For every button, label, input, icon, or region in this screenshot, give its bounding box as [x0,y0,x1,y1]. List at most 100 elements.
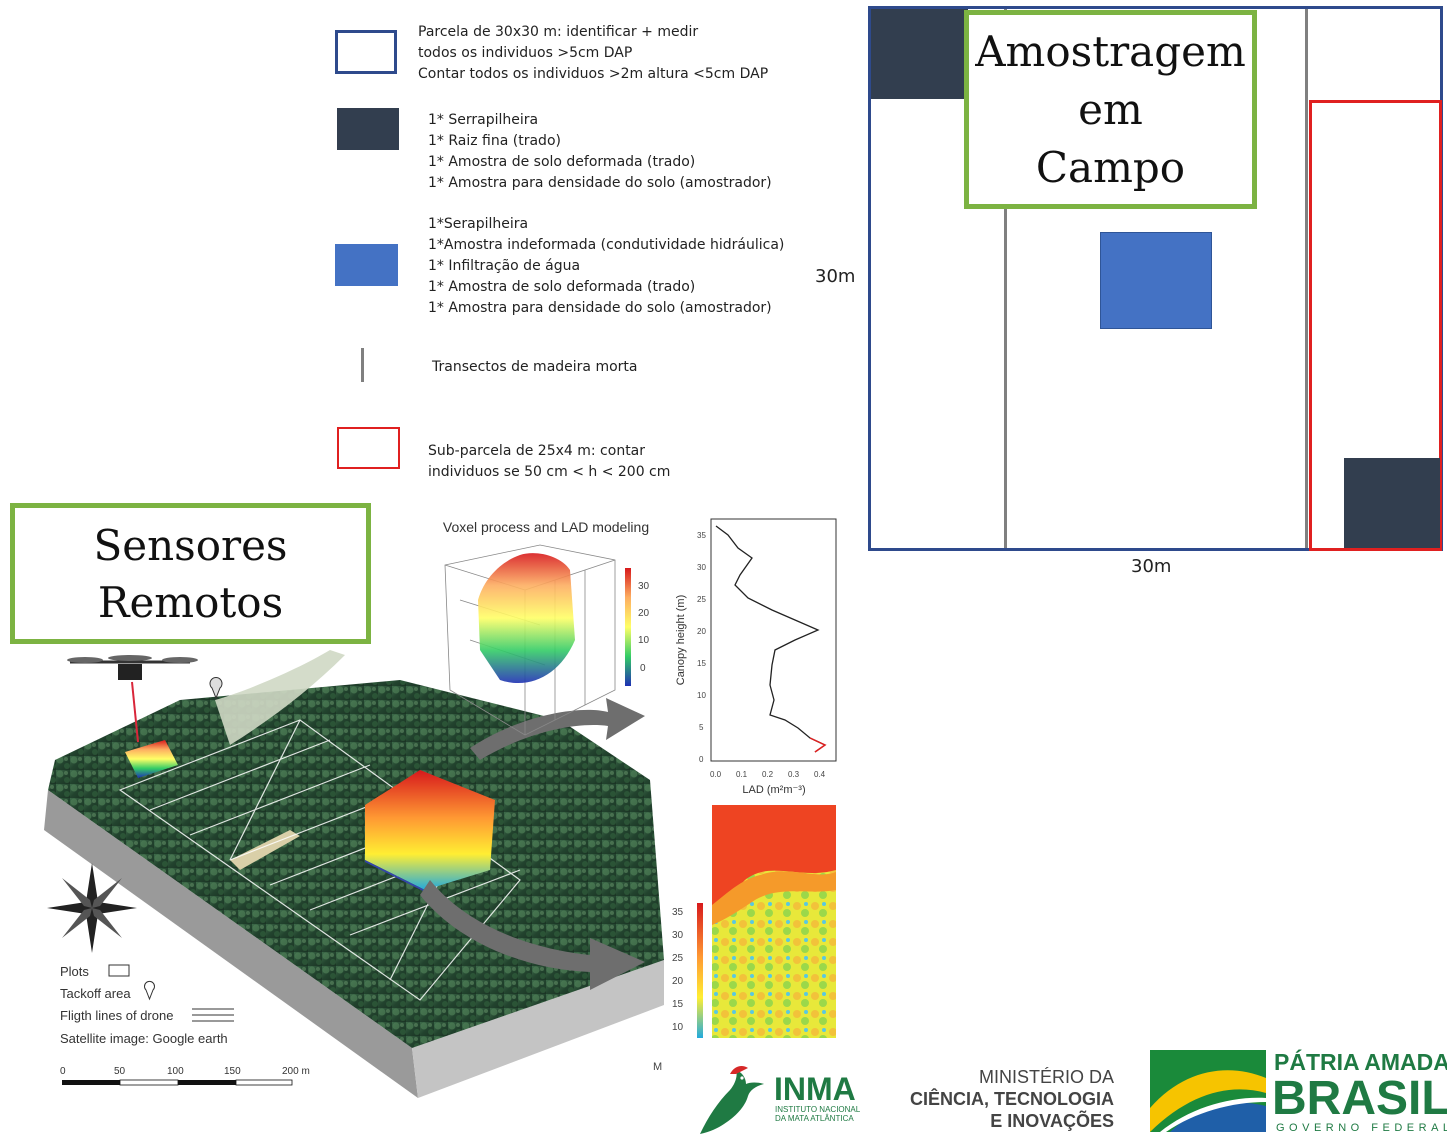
lad-ytick: 20 [697,627,706,636]
inma-name: INMA [774,1071,856,1107]
lad-ytick: 35 [697,531,706,540]
scale-tick: 150 [224,1066,241,1077]
chm-tick: 25 [672,953,684,964]
legend-line: 1* Amostra para densidade do solo (amost… [428,175,772,191]
legend-swatch-transect [361,348,364,382]
inma-sub2: DA MATA ATLÂNTICA [775,1114,854,1123]
lad-ytick: 30 [697,563,706,572]
lad-xtick: 0.2 [762,770,774,779]
legend-line: Sub-parcela de 25x4 m: contar [428,443,646,459]
lad-profile-xticks: 0.0 0.1 0.2 0.3 0.4 [710,770,826,779]
title-remote-line1: Sensores [93,520,288,570]
lad-profile-yticks: 35 30 25 20 15 10 5 0 [697,531,706,764]
voxel-tick: 30 [638,581,650,592]
chm-tick: 30 [672,930,684,941]
drone-icon [67,655,198,743]
voxel-colorbar [625,568,631,686]
compass-rose-icon [47,863,137,953]
lad-profile-ylabel: Canopy height (m) [675,595,687,686]
lad-xtick: 0.4 [814,770,826,779]
legend-line: 1* Amostra de solo deformada (trado) [428,154,696,170]
chm-tick: 20 [672,976,684,987]
plot-center-blue [1100,232,1212,329]
lad-ytick: 5 [699,723,704,732]
subplot-red [1309,100,1442,551]
lad-profile-curve [715,525,827,753]
gov-line3: GOVERNO FEDERAL [1276,1122,1447,1134]
chm-letter: M [653,1061,662,1073]
woodpecker-icon [700,1066,764,1134]
lad-profile-xlabel: LAD (m²m⁻³) [742,784,805,796]
scale-tick: 200 m [282,1066,310,1077]
lad-xtick: 0.1 [736,770,748,779]
title-field-line3: Campo [1035,142,1186,192]
voxel-canopy [478,553,575,684]
legend-line: individuos se 50 cm < h < 200 cm [428,464,671,480]
legend-line: Contar todos os individuos >2m altura <5… [418,66,769,82]
legend-line: 1*Serapilheira [428,216,529,232]
legend-line: 1*Amostra indeformada (condutividade hid… [428,237,785,253]
inma-logo: INMA INSTITUTO NACIONAL DA MATA ATLÂNTIC… [700,1066,861,1134]
lad-xtick: 0.0 [710,770,722,779]
chm-colorbar-ticks: 35 30 25 20 15 10 [672,907,684,1033]
legend-swatch-blue [335,244,398,286]
ministry-logo: MINISTÉRIO DA CIÊNCIA, TECNOLOGIA E INOV… [898,1066,1114,1132]
map-legend-satellite: Satellite image: Google earth [60,1031,228,1046]
remote-sensing-figure: Voxel process and LAD modeling 30 20 10 … [44,518,837,1098]
title-remote-line2: Remotos [97,577,284,627]
voxel-tick: 20 [638,608,650,619]
legend-line: Parcela de 30x30 m: identificar + medir [418,24,699,40]
legend-item-litter-roots: 1* Serrapilheira 1* Raiz fina (trado) 1*… [428,110,772,194]
legend-item-subplot: Sub-parcela de 25x4 m: contar individuos… [428,441,670,483]
plot-30x30 [868,6,1443,551]
map-legend: Plots Tackoff area Fligth lines of drone… [60,964,234,1046]
scale-bar: 0 50 100 150 200 m [60,1066,310,1086]
map-legend-plots: Plots [60,964,89,979]
gov-line2: BRASIL [1272,1072,1447,1125]
map-legend-takeoff: Tackoff area [60,986,131,1001]
plot-side-label: 30m [815,266,856,287]
voxel-colorbar-ticks: 30 20 10 0 [638,581,650,674]
transect-line-left [1004,9,1007,548]
arrow-to-voxel [470,698,645,760]
title-field-sampling: Amostragem em Campo [964,10,1257,209]
voxel-tick: 0 [640,663,646,674]
legend-item-hydraulic: 1*Serapilheira 1*Amostra indeformada (co… [428,214,784,319]
ministry-line1: MINISTÉRIO DA [978,1067,1114,1087]
gov-line1: PÁTRIA AMADA [1274,1048,1447,1075]
flight-lines-legend-icon [192,1008,234,1022]
lad-ytick: 10 [697,691,706,700]
scale-tick: 100 [167,1066,184,1077]
lad-xtick: 0.3 [788,770,800,779]
arrow-to-chm [420,880,645,990]
legend-swatch-plot-outline [335,30,397,74]
lad-ytick: 0 [699,755,704,764]
title-field-line2: em [1078,84,1143,134]
legend-line: todos os individuos >5cm DAP [418,45,633,61]
chm-map-orange [712,871,836,925]
lad-profile-frame [710,518,837,762]
legend-line: 1* Infiltração de água [428,258,581,274]
plot-corner-dark-top-left [871,9,968,99]
chm-tick: 10 [672,1022,684,1033]
legend-line: 1* Raiz fina (trado) [428,133,561,149]
plots-legend-icon [108,964,130,977]
ministry-line2: CIÊNCIA, TECNOLOGIA [909,1089,1114,1109]
chm-tick: 35 [672,907,684,918]
voxel-tick: 10 [638,635,650,646]
transect-line-right [1305,9,1308,548]
scale-tick: 50 [114,1066,126,1077]
ministry-line3: E INOVAÇÕES [990,1111,1114,1131]
legend-item-transect: Transectos de madeira morta [432,357,637,378]
lad-ytick: 15 [697,659,706,668]
legend-line: 1* Serrapilheira [428,112,539,128]
plot-corner-dark-bottom-right [1344,458,1440,548]
legend-swatch-dark [337,108,399,150]
legend-line: 1* Amostra de solo deformada (trado) [428,279,696,295]
chm-colorbar [697,903,703,1038]
title-field-line1: Amostragem [975,26,1246,76]
title-remote-sensing: Sensores Remotos [10,503,371,644]
government-logo: PÁTRIA AMADA BRASIL GOVERNO FEDERAL [1150,1048,1447,1134]
lad-ytick: 25 [697,595,706,604]
brazil-flag-icon [1150,1050,1266,1132]
